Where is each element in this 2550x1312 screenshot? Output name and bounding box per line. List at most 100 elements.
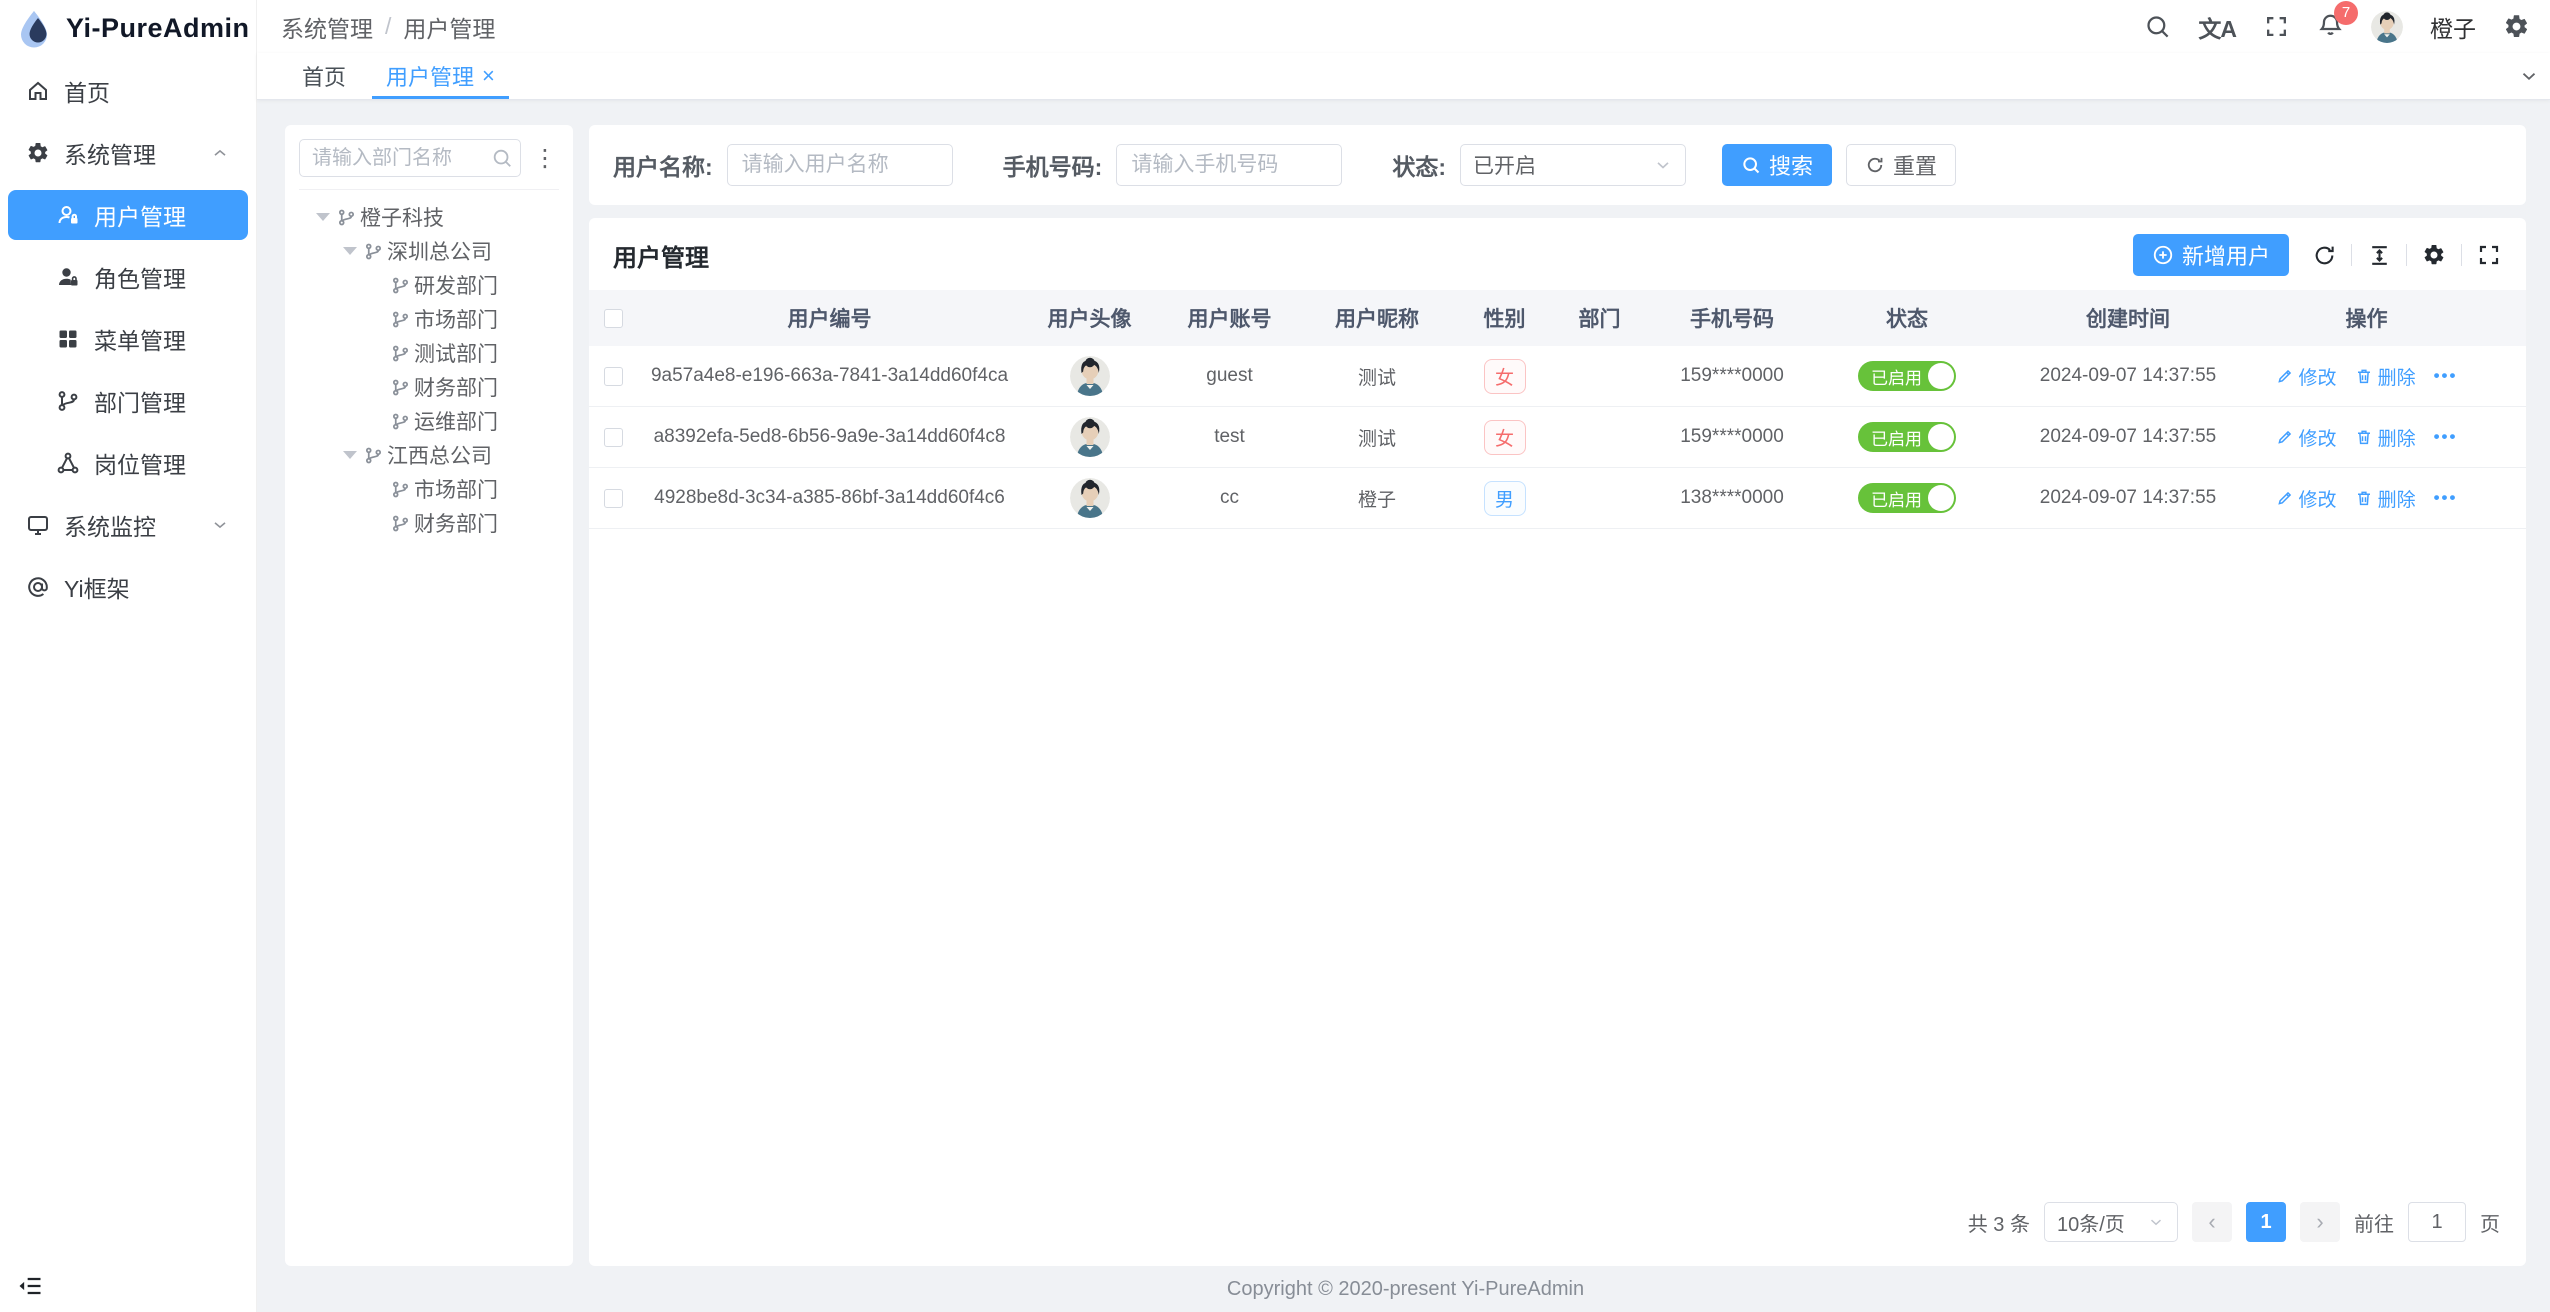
sidebar-item-label: 岗位管理	[94, 452, 186, 478]
tree-indent	[367, 479, 387, 499]
at-icon	[28, 577, 48, 597]
collapse-sidebar-icon[interactable]	[16, 1272, 46, 1302]
delete-button[interactable]: 删除	[2355, 363, 2416, 390]
add-user-button[interactable]: 新增用户	[2132, 234, 2289, 276]
branch-icon	[392, 277, 409, 293]
user-avatar[interactable]	[1069, 356, 1110, 396]
translate-icon[interactable]: 文A	[2198, 15, 2237, 42]
tree-indent	[367, 309, 387, 329]
sidebar-item-dept-mgmt[interactable]: 部门管理	[8, 376, 248, 426]
breadcrumb-item-system[interactable]: 系统管理	[281, 15, 373, 42]
tree-node[interactable]: 测试部门	[299, 336, 559, 370]
row-checkbox[interactable]	[603, 488, 623, 508]
column-header: 状态	[1886, 308, 1928, 331]
created-time: 2024-09-07 14:37:55	[2039, 487, 2217, 508]
user-lock-icon	[58, 206, 78, 224]
tree-node[interactable]: 市场部门	[299, 302, 559, 336]
trash-icon	[2357, 369, 2370, 384]
prev-page-button[interactable]: ‹	[2192, 1202, 2232, 1242]
tabs-menu-chevron-icon[interactable]	[2518, 53, 2540, 99]
select-all-checkbox[interactable]	[603, 308, 623, 328]
expand-arrow-icon[interactable]	[313, 207, 333, 227]
status-toggle[interactable]: 已启用	[1858, 483, 1956, 513]
tree-node[interactable]: 市场部门	[299, 472, 559, 506]
tree-node[interactable]: 运维部门	[299, 404, 559, 438]
tree-node-label: 研发部门	[414, 275, 498, 298]
dept-search-input[interactable]	[299, 139, 521, 177]
close-tab-icon[interactable]: ×	[482, 63, 495, 88]
sidebar-item-yi-framework[interactable]: Yi框架	[8, 562, 248, 612]
sidebar-item-label: Yi框架	[64, 576, 130, 602]
row-more-button[interactable]: •••	[2433, 366, 2458, 385]
edit-button[interactable]: 修改	[2276, 485, 2337, 512]
edit-pencil-icon	[2277, 369, 2291, 383]
sidebar-item-system-mgmt[interactable]: 系统管理	[8, 128, 248, 178]
sidebar-item-home[interactable]: 首页	[8, 66, 248, 116]
breadcrumb-separator: /	[385, 13, 392, 39]
tree-node[interactable]: 深圳总公司	[299, 234, 559, 268]
status-toggle[interactable]: 已启用	[1858, 422, 1956, 452]
name-filter-input[interactable]	[726, 144, 953, 186]
fullscreen-icon[interactable]	[2263, 13, 2290, 40]
tree-node[interactable]: 橙子科技	[299, 200, 559, 234]
tab-home[interactable]: 首页	[282, 53, 366, 99]
tree-indent	[367, 411, 387, 431]
tab-user-mgmt[interactable]: 用户管理 ×	[366, 53, 515, 99]
branch-icon	[392, 311, 409, 327]
user-phone: 159****0000	[1680, 365, 1784, 386]
reset-button[interactable]: 重置	[1846, 144, 1957, 186]
delete-button[interactable]: 删除	[2355, 424, 2416, 451]
row-checkbox[interactable]	[603, 366, 623, 386]
app-title: Yi-PureAdmin	[66, 12, 250, 43]
search-button[interactable]: 搜索	[1722, 144, 1833, 186]
row-more-button[interactable]: •••	[2433, 427, 2458, 446]
row-density-icon[interactable]	[2366, 242, 2392, 268]
expand-arrow-icon[interactable]	[340, 445, 360, 465]
gender-tag: 女	[1483, 358, 1526, 394]
notifications-button[interactable]: 7	[2317, 0, 2358, 43]
page-1-button[interactable]: 1	[2246, 1202, 2286, 1242]
refresh-table-icon[interactable]	[2311, 242, 2337, 268]
tree-node[interactable]: 研发部门	[299, 268, 559, 302]
gender-tag: 女	[1483, 419, 1526, 455]
status-toggle[interactable]: 已启用	[1858, 361, 1956, 391]
tree-node[interactable]: 财务部门	[299, 370, 559, 404]
user-avatar[interactable]	[1069, 417, 1110, 457]
expand-arrow-icon[interactable]	[340, 241, 360, 261]
branch-icon	[365, 243, 382, 259]
user-name[interactable]: 橙子	[2430, 15, 2476, 42]
status-select[interactable]: 已开启	[1460, 144, 1687, 186]
settings-gear-icon[interactable]	[2503, 13, 2530, 40]
phone-filter-input[interactable]	[1116, 144, 1343, 186]
tree-node[interactable]: 财务部门	[299, 506, 559, 540]
tree-node-label: 深圳总公司	[387, 241, 492, 264]
footer-copyright: Copyright © 2020-present Yi-PureAdmin	[1226, 1277, 1585, 1300]
sidebar-item-post-mgmt[interactable]: 岗位管理	[8, 438, 248, 488]
row-more-button[interactable]: •••	[2433, 488, 2458, 507]
edit-button[interactable]: 修改	[2276, 363, 2337, 390]
tree-indent	[367, 343, 387, 363]
search-icon[interactable]	[2144, 13, 2171, 40]
page-unit-label: 页	[2480, 1213, 2500, 1236]
delete-button[interactable]: 删除	[2355, 485, 2416, 512]
created-time: 2024-09-07 14:37:55	[2039, 426, 2217, 447]
sidebar-item-label: 系统监控	[64, 514, 156, 540]
table-fullscreen-icon[interactable]	[2476, 242, 2502, 268]
sidebar-item-menu-mgmt[interactable]: 菜单管理	[8, 314, 248, 364]
page-size-select[interactable]: 10条/页	[2044, 1202, 2178, 1242]
sidebar-item-role-mgmt[interactable]: 角色管理	[8, 252, 248, 302]
sidebar-item-system-monitor[interactable]: 系统监控	[8, 500, 248, 550]
next-page-button[interactable]: ›	[2300, 1202, 2340, 1242]
sidebar-item-label: 部门管理	[94, 390, 186, 416]
column-settings-gear-icon[interactable]	[2421, 242, 2447, 268]
sidebar-item-user-mgmt[interactable]: 用户管理	[8, 190, 248, 240]
app-logo[interactable]: Yi-PureAdmin	[0, 0, 256, 56]
tree-node[interactable]: 江西总公司	[299, 438, 559, 472]
tree-more-icon[interactable]: ⋮	[533, 144, 557, 172]
tree-indent	[367, 377, 387, 397]
goto-page-input[interactable]	[2408, 1202, 2466, 1242]
user-avatar[interactable]	[1069, 478, 1110, 518]
row-checkbox[interactable]	[603, 427, 623, 447]
edit-button[interactable]: 修改	[2276, 424, 2337, 451]
user-avatar[interactable]	[2371, 10, 2403, 43]
